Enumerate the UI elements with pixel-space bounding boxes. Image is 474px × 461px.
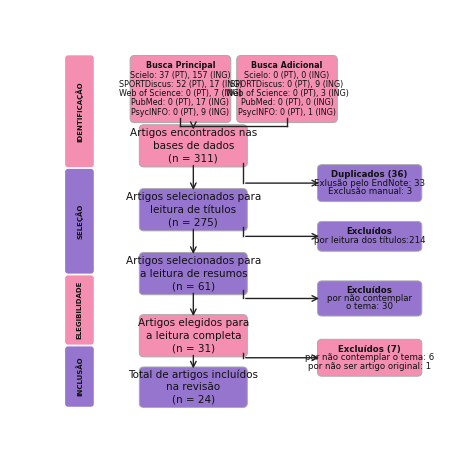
Text: IDENTIFICAÇÃO: IDENTIFICAÇÃO	[75, 81, 83, 142]
Text: Scielo: 37 (PT), 157 (ING): Scielo: 37 (PT), 157 (ING)	[130, 71, 231, 80]
Text: Total de artigos incluídos
na revisão
(n = 24): Total de artigos incluídos na revisão (n…	[128, 370, 258, 405]
Text: Artigos elegidos para
a leitura completa
(n = 31): Artigos elegidos para a leitura completa…	[138, 319, 249, 353]
FancyBboxPatch shape	[318, 221, 422, 251]
FancyBboxPatch shape	[139, 125, 247, 167]
Text: SPORTDiscus: 0 (PT), 9 (ING): SPORTDiscus: 0 (PT), 9 (ING)	[230, 80, 344, 89]
Text: o tema: 30: o tema: 30	[346, 302, 393, 311]
Text: Exlusão pelo EndNote: 33: Exlusão pelo EndNote: 33	[314, 178, 425, 188]
FancyBboxPatch shape	[65, 55, 94, 167]
FancyBboxPatch shape	[139, 367, 247, 408]
FancyBboxPatch shape	[65, 346, 94, 407]
Text: PsycINFO: 0 (PT), 9 (ING): PsycINFO: 0 (PT), 9 (ING)	[131, 108, 229, 117]
Text: PubMed: 0 (PT), 0 (ING): PubMed: 0 (PT), 0 (ING)	[241, 99, 333, 107]
Text: por leitura dos títulos:214: por leitura dos títulos:214	[314, 236, 426, 246]
Text: SPORTDiscus: 52 (PT), 17 (ING): SPORTDiscus: 52 (PT), 17 (ING)	[118, 80, 242, 89]
Text: por não contemplar: por não contemplar	[327, 294, 412, 303]
Text: Web of Science: 0 (PT), 7 (ING): Web of Science: 0 (PT), 7 (ING)	[119, 89, 242, 98]
Text: INCLUSÃO: INCLUSÃO	[76, 357, 83, 396]
Text: Scielo: 0 (PT), 0 (ING): Scielo: 0 (PT), 0 (ING)	[245, 71, 329, 80]
Text: Artigos encontrados nas
bases de dados
(n = 311): Artigos encontrados nas bases de dados (…	[130, 129, 257, 163]
FancyBboxPatch shape	[139, 253, 247, 295]
FancyBboxPatch shape	[318, 165, 422, 201]
Text: Duplicados (36): Duplicados (36)	[331, 170, 408, 179]
Text: por não ser artigo original: 1: por não ser artigo original: 1	[308, 362, 431, 371]
FancyBboxPatch shape	[139, 314, 247, 357]
Text: Excluídos: Excluídos	[346, 227, 392, 236]
Text: Artigos selecionados para
a leitura de resumos
(n = 61): Artigos selecionados para a leitura de r…	[126, 256, 261, 291]
Text: ELEGIBILIDADE: ELEGIBILIDADE	[76, 281, 82, 339]
FancyBboxPatch shape	[65, 275, 94, 345]
Text: PsycINFO: 0 (PT), 1 (ING): PsycINFO: 0 (PT), 1 (ING)	[238, 108, 336, 117]
Text: Excluídos: Excluídos	[346, 286, 392, 295]
FancyBboxPatch shape	[65, 169, 94, 274]
Text: por não contemplar o tema: 6: por não contemplar o tema: 6	[305, 353, 434, 362]
Text: Busca Principal: Busca Principal	[146, 61, 215, 70]
FancyBboxPatch shape	[318, 339, 422, 376]
Text: Exclusão manual: 3: Exclusão manual: 3	[328, 187, 412, 196]
Text: Excluídos (7): Excluídos (7)	[338, 345, 401, 354]
Text: PubMed: 0 (PT), 17 (ING): PubMed: 0 (PT), 17 (ING)	[131, 99, 229, 107]
Text: Web of Science: 0 (PT), 3 (ING): Web of Science: 0 (PT), 3 (ING)	[226, 89, 348, 98]
FancyBboxPatch shape	[139, 189, 247, 231]
FancyBboxPatch shape	[318, 281, 422, 316]
Text: SELEÇÃO: SELEÇÃO	[75, 204, 83, 239]
FancyBboxPatch shape	[130, 55, 231, 123]
Text: Artigos selecionados para
leitura de títulos
(n = 275): Artigos selecionados para leitura de tít…	[126, 192, 261, 227]
Text: Busca Adicional: Busca Adicional	[251, 61, 323, 70]
FancyBboxPatch shape	[237, 55, 337, 123]
